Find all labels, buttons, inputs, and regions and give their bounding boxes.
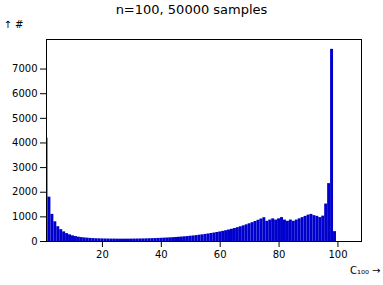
svg-text:7000: 7000 — [12, 63, 37, 74]
html-text:n=100, 50000 samples: n=100, 50000 samples — [115, 2, 268, 17]
svg-text:6000: 6000 — [12, 88, 37, 99]
svg-text:2000: 2000 — [12, 186, 37, 197]
svg-text:4000: 4000 — [12, 137, 37, 148]
svg-text:1000: 1000 — [12, 211, 37, 222]
svg-text:↑ #: ↑ # — [4, 19, 24, 30]
svg-text:100: 100 — [328, 249, 347, 260]
svg-text:40: 40 — [155, 249, 168, 260]
svg-text:20: 20 — [96, 249, 109, 260]
svg-text:80: 80 — [273, 249, 286, 260]
svg-text:5000: 5000 — [12, 113, 37, 124]
svg-text:60: 60 — [214, 249, 227, 260]
svg-text:C₁₀₀ →: C₁₀₀ → — [350, 265, 381, 276]
svg-text:3000: 3000 — [12, 162, 37, 173]
svg-text:0: 0 — [31, 236, 37, 247]
